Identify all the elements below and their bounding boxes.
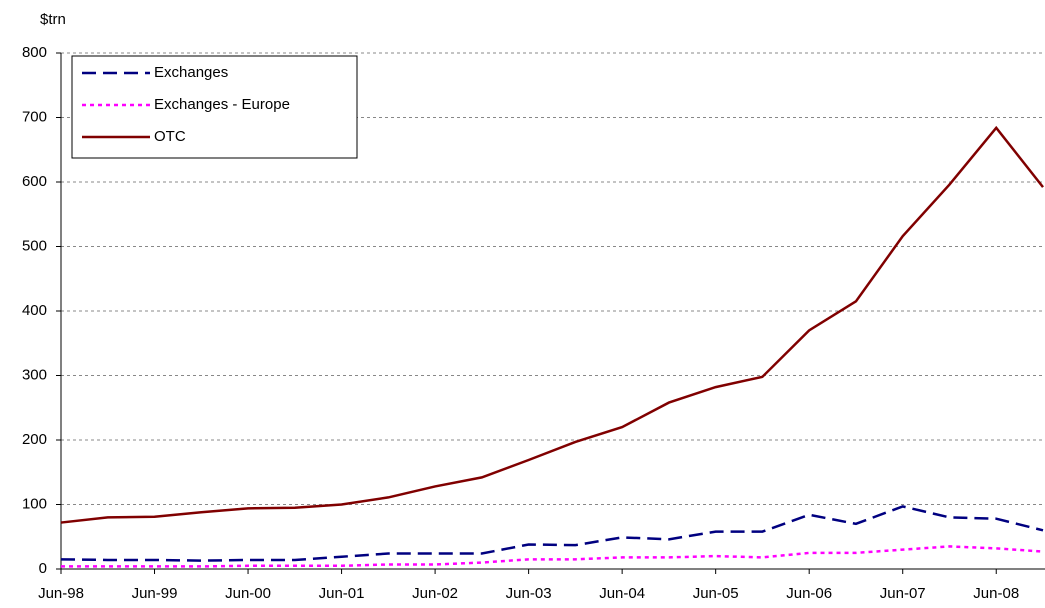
x-tick-label: Jun-04 [599, 585, 645, 602]
y-tick-label: 500 [22, 237, 47, 254]
y-tick-label: 0 [39, 560, 47, 577]
x-tick-label: Jun-05 [693, 585, 739, 602]
y-tick-label: 400 [22, 302, 47, 319]
x-tick-label: Jun-07 [880, 585, 926, 602]
x-tick-label: Jun-99 [132, 585, 178, 602]
y-tick-label: 200 [22, 431, 47, 448]
y-tick-label: 700 [22, 108, 47, 125]
legend-label: Exchanges - Europe [154, 96, 290, 113]
x-tick-label: Jun-08 [973, 585, 1019, 602]
x-tick-label: Jun-00 [225, 585, 271, 602]
x-tick-label: Jun-01 [319, 585, 365, 602]
series-line [60, 125, 1044, 524]
legend-box [71, 55, 358, 159]
series-line [61, 545, 1044, 568]
y-tick-label: 300 [22, 366, 47, 383]
series-line [60, 505, 1044, 562]
legend-label: OTC [154, 128, 186, 145]
y-tick-label: 800 [22, 44, 47, 61]
legend: Exchanges Exchanges - Europe OTC [71, 55, 358, 159]
y-tick-label: 100 [22, 495, 47, 512]
legend-label: Exchanges [154, 64, 228, 81]
x-tick-label: Jun-06 [786, 585, 832, 602]
x-tick-label: Jun-02 [412, 585, 458, 602]
x-tick-label: Jun-03 [506, 585, 552, 602]
x-tick-label: Jun-98 [38, 585, 84, 602]
y-axis-label: $trn [40, 11, 66, 28]
y-tick-label: 600 [22, 173, 47, 190]
